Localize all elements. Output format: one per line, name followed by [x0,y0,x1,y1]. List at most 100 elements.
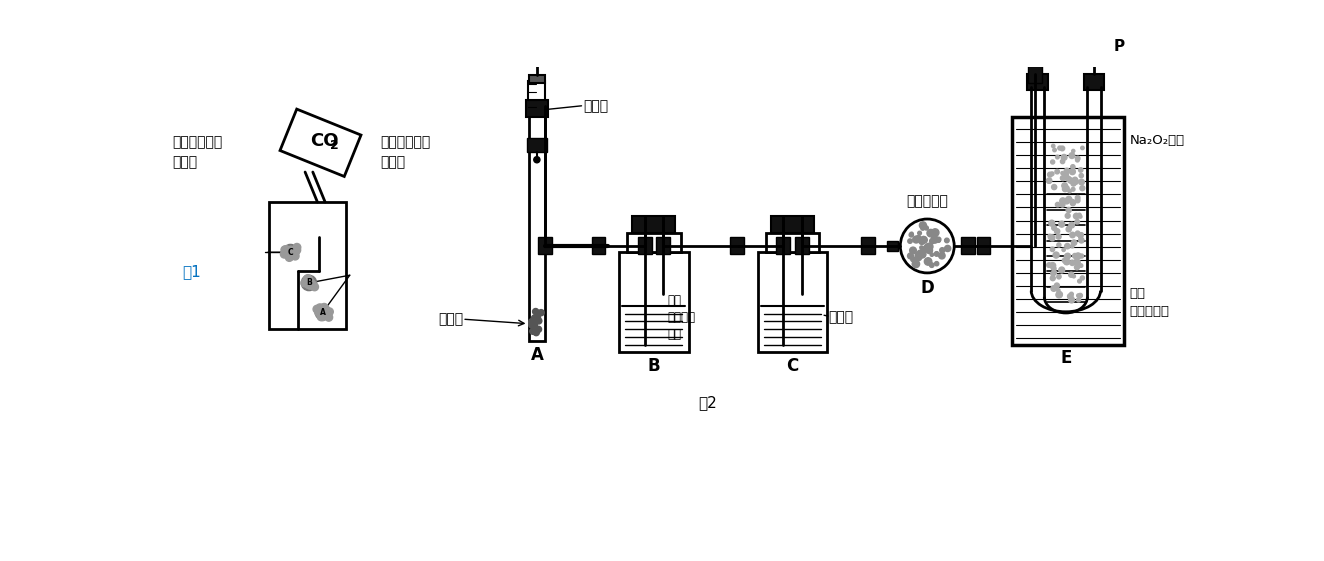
Circle shape [1080,186,1084,191]
Circle shape [1047,180,1051,183]
Circle shape [925,247,931,252]
Polygon shape [279,109,361,177]
Circle shape [293,243,301,251]
Circle shape [532,309,539,315]
Circle shape [1057,234,1061,239]
Circle shape [931,253,933,256]
Circle shape [920,246,923,249]
Circle shape [1079,215,1082,218]
Circle shape [1057,289,1061,292]
Circle shape [916,255,922,260]
Circle shape [1049,235,1053,240]
Circle shape [1047,172,1053,177]
Circle shape [1068,222,1075,228]
Circle shape [1064,243,1070,249]
Bar [527,138,547,152]
Circle shape [1071,166,1075,169]
Text: 未包过氧化钠
的棉花: 未包过氧化钠 的棉花 [172,135,222,169]
Circle shape [303,279,311,287]
Circle shape [922,247,927,252]
Circle shape [1051,226,1057,231]
Circle shape [932,237,936,241]
Circle shape [925,243,931,248]
Circle shape [1075,253,1082,259]
Circle shape [927,248,929,251]
Circle shape [924,226,928,230]
Circle shape [318,306,326,314]
Circle shape [927,229,935,237]
Circle shape [910,232,914,235]
Circle shape [1068,153,1075,158]
Circle shape [307,280,315,288]
Circle shape [1079,264,1083,268]
Bar [638,237,651,255]
Circle shape [1063,186,1070,191]
Text: Na₂O₂固体: Na₂O₂固体 [1129,134,1185,147]
Circle shape [908,239,912,243]
Circle shape [291,249,299,256]
Bar [526,100,548,117]
Circle shape [535,312,540,319]
Circle shape [282,246,290,254]
Circle shape [1050,263,1055,269]
Circle shape [1064,199,1070,204]
Circle shape [305,277,312,284]
Circle shape [1061,202,1064,207]
Circle shape [315,309,323,316]
Circle shape [935,252,939,256]
Text: B: B [647,357,661,375]
Circle shape [1061,176,1066,181]
Bar [794,237,809,255]
Circle shape [538,310,544,316]
Circle shape [1057,243,1061,247]
Circle shape [1064,254,1068,259]
Circle shape [286,249,293,257]
Circle shape [1062,248,1066,251]
Text: 饱和
澄清石灰水: 饱和 澄清石灰水 [1129,287,1170,318]
Circle shape [530,322,535,328]
Circle shape [1071,200,1074,203]
Circle shape [1049,220,1055,226]
Text: 浓盐酸: 浓盐酸 [583,99,608,113]
Circle shape [924,244,931,251]
Text: CO: CO [310,132,339,150]
Circle shape [1054,283,1059,288]
Circle shape [918,231,922,235]
Circle shape [1057,292,1062,297]
Circle shape [944,238,949,243]
Circle shape [1051,266,1057,271]
Bar [657,237,670,255]
Circle shape [532,328,538,334]
Circle shape [535,315,540,321]
Circle shape [1079,168,1083,172]
Circle shape [1071,165,1075,169]
Circle shape [935,261,939,266]
Circle shape [1057,275,1061,279]
Text: D: D [920,279,935,297]
Circle shape [1079,254,1083,258]
Circle shape [535,327,542,333]
Bar [528,81,545,113]
Circle shape [1067,226,1071,231]
Circle shape [1051,272,1055,276]
Circle shape [1055,169,1059,174]
Circle shape [1066,213,1070,218]
Circle shape [1059,198,1066,204]
Circle shape [286,254,293,261]
Circle shape [922,238,925,242]
Circle shape [311,283,319,291]
Text: 包有过氧化钠
的棉花: 包有过氧化钠 的棉花 [380,135,430,169]
Circle shape [281,250,289,258]
Circle shape [916,257,920,260]
Circle shape [305,275,311,282]
Circle shape [939,252,945,259]
Circle shape [1074,213,1079,219]
Circle shape [1066,227,1071,232]
Circle shape [1064,168,1070,173]
Circle shape [1072,177,1078,182]
Circle shape [1076,294,1080,297]
Circle shape [1076,232,1080,236]
Circle shape [1063,259,1070,265]
Text: 图2: 图2 [699,395,718,410]
Circle shape [931,229,939,236]
